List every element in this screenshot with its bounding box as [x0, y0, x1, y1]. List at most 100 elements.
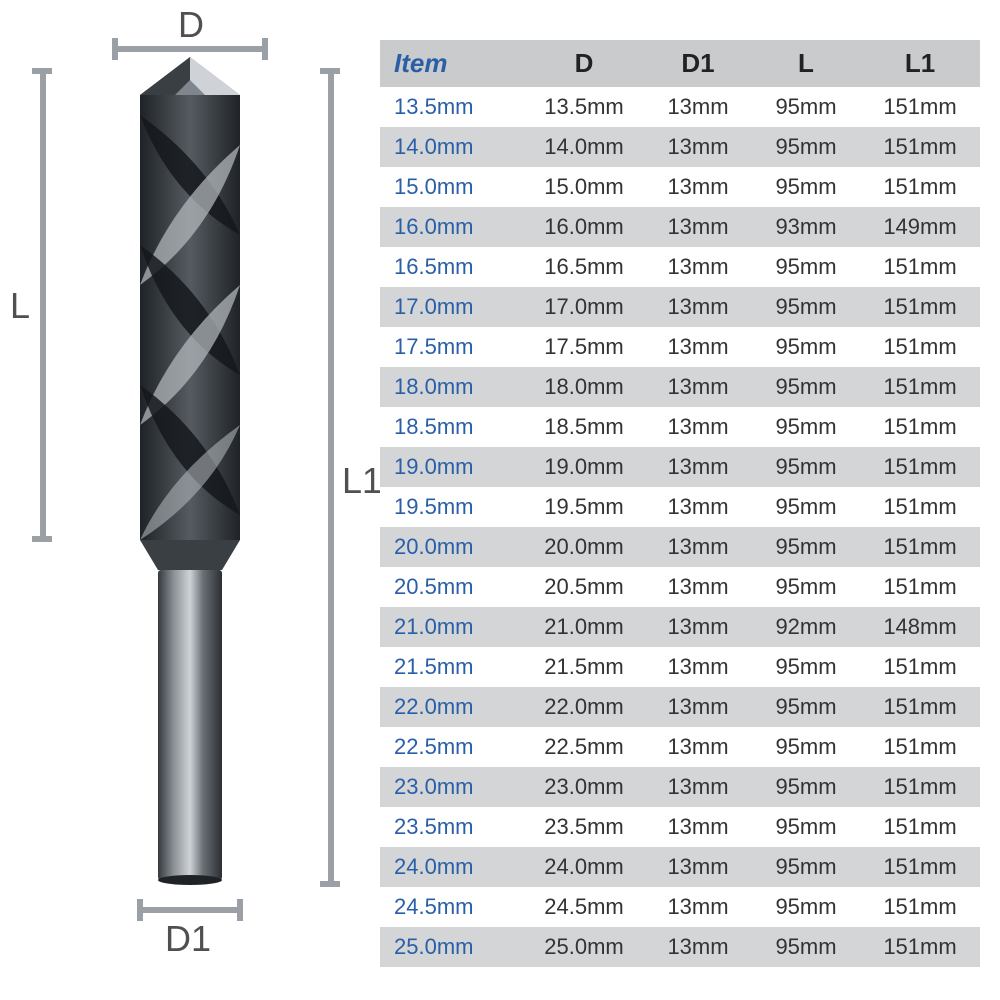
cell-value: 151mm [860, 167, 980, 207]
col-d: D [524, 40, 644, 87]
cell-item: 18.0mm [380, 367, 524, 407]
cell-value: 151mm [860, 447, 980, 487]
cell-value: 95mm [752, 447, 860, 487]
cell-value: 95mm [752, 727, 860, 767]
cell-value: 13mm [644, 527, 752, 567]
table-row: 24.0mm24.0mm13mm95mm151mm [380, 847, 980, 887]
cell-item: 18.5mm [380, 407, 524, 447]
cell-value: 19.5mm [524, 487, 644, 527]
table-row: 17.5mm17.5mm13mm95mm151mm [380, 327, 980, 367]
cell-value: 13mm [644, 687, 752, 727]
cell-value: 151mm [860, 807, 980, 847]
cell-value: 151mm [860, 567, 980, 607]
table-row: 17.0mm17.0mm13mm95mm151mm [380, 287, 980, 327]
label-d1: D1 [165, 918, 211, 960]
cell-value: 13mm [644, 647, 752, 687]
cell-value: 95mm [752, 847, 860, 887]
cell-value: 13mm [644, 727, 752, 767]
drill-diagram: D L L1 D1 [20, 10, 370, 950]
cell-value: 95mm [752, 567, 860, 607]
cell-item: 15.0mm [380, 167, 524, 207]
cell-item: 20.0mm [380, 527, 524, 567]
drill-bit-icon [130, 55, 250, 885]
cell-value: 22.0mm [524, 687, 644, 727]
cell-item: 20.5mm [380, 567, 524, 607]
cell-value: 13.5mm [524, 87, 644, 127]
cell-value: 23.0mm [524, 767, 644, 807]
cell-item: 22.0mm [380, 687, 524, 727]
cell-value: 151mm [860, 287, 980, 327]
cell-value: 151mm [860, 727, 980, 767]
cell-value: 19.0mm [524, 447, 644, 487]
cell-item: 13.5mm [380, 87, 524, 127]
cell-value: 151mm [860, 927, 980, 967]
col-d1: D1 [644, 40, 752, 87]
dim-tick [137, 899, 143, 921]
table-row: 18.5mm18.5mm13mm95mm151mm [380, 407, 980, 447]
table-row: 20.5mm20.5mm13mm95mm151mm [380, 567, 980, 607]
label-d: D [178, 4, 204, 46]
cell-value: 17.5mm [524, 327, 644, 367]
cell-value: 95mm [752, 167, 860, 207]
cell-value: 95mm [752, 127, 860, 167]
cell-value: 95mm [752, 287, 860, 327]
cell-value: 13mm [644, 87, 752, 127]
cell-value: 151mm [860, 887, 980, 927]
cell-value: 151mm [860, 687, 980, 727]
table-row: 16.0mm16.0mm13mm93mm149mm [380, 207, 980, 247]
label-l1: L1 [342, 460, 382, 502]
dim-tick [112, 38, 118, 60]
cell-value: 20.5mm [524, 567, 644, 607]
cell-item: 22.5mm [380, 727, 524, 767]
cell-value: 151mm [860, 327, 980, 367]
cell-value: 16.5mm [524, 247, 644, 287]
cell-value: 95mm [752, 247, 860, 287]
cell-value: 20.0mm [524, 527, 644, 567]
table-row: 20.0mm20.0mm13mm95mm151mm [380, 527, 980, 567]
dim-line-d1 [140, 907, 240, 913]
cell-item: 21.5mm [380, 647, 524, 687]
col-l1: L1 [860, 40, 980, 87]
cell-value: 95mm [752, 887, 860, 927]
cell-value: 95mm [752, 87, 860, 127]
cell-item: 24.5mm [380, 887, 524, 927]
cell-value: 24.5mm [524, 887, 644, 927]
cell-value: 13mm [644, 607, 752, 647]
table-row: 19.5mm19.5mm13mm95mm151mm [380, 487, 980, 527]
cell-value: 13mm [644, 327, 752, 367]
cell-value: 95mm [752, 527, 860, 567]
cell-value: 16.0mm [524, 207, 644, 247]
cell-value: 95mm [752, 927, 860, 967]
cell-value: 13mm [644, 127, 752, 167]
cell-value: 148mm [860, 607, 980, 647]
cell-item: 14.0mm [380, 127, 524, 167]
cell-value: 13mm [644, 887, 752, 927]
cell-value: 24.0mm [524, 847, 644, 887]
table-row: 15.0mm15.0mm13mm95mm151mm [380, 167, 980, 207]
cell-value: 95mm [752, 487, 860, 527]
cell-value: 151mm [860, 767, 980, 807]
cell-value: 18.0mm [524, 367, 644, 407]
cell-value: 18.5mm [524, 407, 644, 447]
table-row: 25.0mm25.0mm13mm95mm151mm [380, 927, 980, 967]
cell-value: 13mm [644, 807, 752, 847]
cell-value: 13mm [644, 287, 752, 327]
dim-tick [320, 68, 340, 74]
cell-item: 21.0mm [380, 607, 524, 647]
cell-value: 95mm [752, 767, 860, 807]
dim-tick [262, 38, 268, 60]
cell-value: 21.0mm [524, 607, 644, 647]
cell-value: 17.0mm [524, 287, 644, 327]
cell-value: 13mm [644, 567, 752, 607]
cell-value: 95mm [752, 687, 860, 727]
dim-line-d [115, 46, 265, 52]
cell-value: 151mm [860, 127, 980, 167]
col-l: L [752, 40, 860, 87]
table-row: 14.0mm14.0mm13mm95mm151mm [380, 127, 980, 167]
table-row: 22.0mm22.0mm13mm95mm151mm [380, 687, 980, 727]
dim-tick [320, 881, 340, 887]
cell-value: 15.0mm [524, 167, 644, 207]
cell-value: 13mm [644, 367, 752, 407]
spec-table: Item D D1 L L1 13.5mm13.5mm13mm95mm151mm… [380, 40, 980, 967]
cell-value: 151mm [860, 247, 980, 287]
